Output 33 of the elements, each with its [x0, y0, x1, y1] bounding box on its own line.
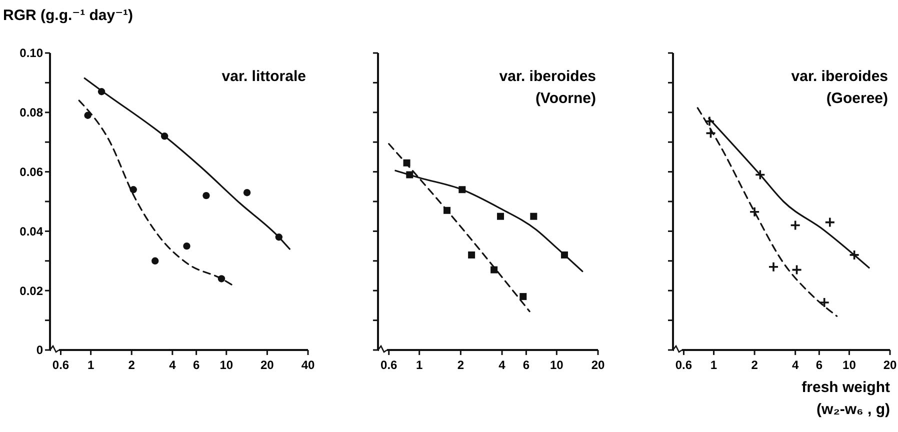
x-axis-title: fresh weight (w₂-w₆ , g): [802, 379, 890, 418]
x-tick-label: 6: [192, 358, 200, 372]
x-tick-label: 10: [550, 358, 564, 372]
x-tick-label: 20: [591, 358, 605, 372]
x-tick-label: 0.6: [675, 358, 692, 372]
x-tick-label: 20: [883, 358, 897, 372]
y-tick-label: 0.08: [20, 106, 44, 120]
x-tick-label: 2: [751, 358, 758, 372]
x-tick-label: 20: [260, 358, 274, 372]
x-tick-label: 4: [498, 358, 506, 372]
text: var. iberoides (Voorne): [499, 68, 596, 107]
x-tick-label: 6: [522, 358, 530, 372]
y-tick-label: 0: [36, 343, 44, 358]
x-tick-label: 6: [816, 358, 823, 372]
y-axis-title: RGR (g.g.⁻¹ day⁻¹): [3, 7, 133, 24]
x-tick-label: 2: [128, 358, 136, 372]
x-tick-label: 40: [301, 358, 315, 372]
x-tick-label: 0.6: [380, 358, 398, 372]
x-tick-label: 4: [169, 358, 176, 372]
y-tick-label: 0.04: [20, 224, 44, 238]
x-tick-label: 10: [220, 358, 234, 372]
y-tick-label: 0.10: [20, 46, 44, 60]
text: var. iberoides (Goeree): [791, 68, 888, 107]
y-tick-label: 0.02: [20, 284, 44, 298]
y-tick-label: 0.06: [20, 165, 44, 179]
x-tick-label: 0.6: [52, 358, 70, 372]
x-tick-label: 1: [710, 358, 718, 372]
text: var. littorale: [222, 68, 306, 85]
x-tick-label: 2: [457, 358, 464, 372]
x-tick-label: 4: [792, 358, 799, 372]
x-tick-label: 10: [842, 358, 856, 372]
x-tick-label: 1: [87, 358, 94, 372]
x-tick-label: 1: [416, 358, 423, 372]
